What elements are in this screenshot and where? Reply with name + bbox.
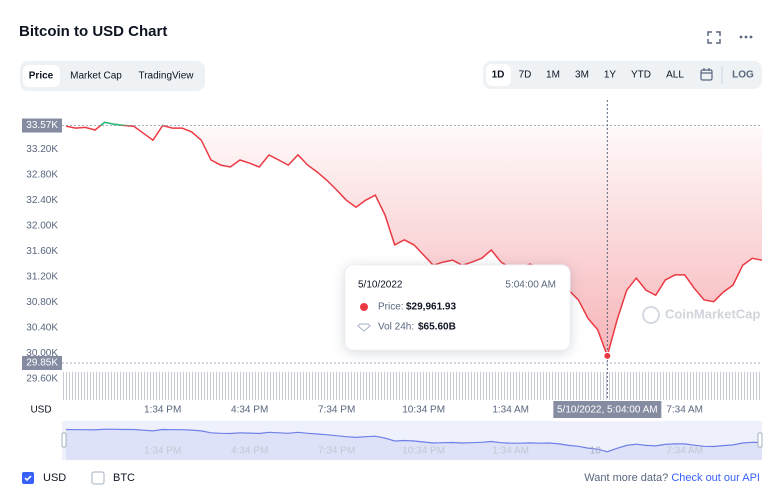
crosshair-label: 5/10/2022, 5:04:00 AM <box>557 405 658 416</box>
price-line <box>65 121 763 359</box>
navigator-handle[interactable] <box>61 432 67 448</box>
tab[interactable]: TradingView <box>138 71 194 82</box>
reference-label: 29.85K <box>26 358 58 369</box>
api-link[interactable]: Check out our API <box>671 472 760 484</box>
crosshair-label-bg <box>553 401 662 418</box>
area-fill <box>66 122 762 356</box>
range-button[interactable]: 1M <box>546 70 560 81</box>
tooltip-price: $29,961.93 <box>406 302 456 313</box>
range-button[interactable]: ALL <box>666 70 684 81</box>
watermark-text: CoinMarketCap <box>665 306 760 321</box>
tooltip-time: 5:04:00 AM <box>505 280 556 291</box>
hover-point <box>603 351 612 360</box>
navigator-area <box>66 429 762 460</box>
y-tick-label: 33.20K <box>26 144 58 155</box>
navigator-line <box>65 428 763 453</box>
navigator-tick-label: 7:34 AM <box>666 446 703 457</box>
tooltip-date: 5/10/2022 <box>358 280 403 291</box>
x-tick-label: 10:34 PM <box>402 405 445 416</box>
tab[interactable]: Price <box>29 71 54 82</box>
volume-bars <box>62 372 762 400</box>
tooltip-vol: $65.60B <box>418 322 456 333</box>
y-tick-label: 31.20K <box>26 271 58 282</box>
range-button[interactable]: 1D <box>492 70 505 81</box>
expand-icon[interactable] <box>707 31 721 44</box>
range-active <box>486 64 511 86</box>
y-tick-label: 30.00K <box>26 348 58 359</box>
tab-active <box>23 65 60 87</box>
navigator-handle[interactable] <box>757 432 763 448</box>
prompt: Want more data? <box>584 472 668 484</box>
currency-label: BTC <box>113 472 135 484</box>
reference-label: 33.57K <box>26 120 58 131</box>
title: Bitcoin to USD Chart <box>19 23 167 40</box>
tooltip-price-label: Price: <box>378 302 404 313</box>
tab-group <box>20 61 205 91</box>
x-tick-label: 7:34 AM <box>666 405 703 416</box>
range-button[interactable]: YTD <box>631 70 651 81</box>
x-tick-label: 4:34 PM <box>231 405 268 416</box>
range-group <box>483 61 762 89</box>
navigator-tick-label: 1:34 PM <box>144 446 181 457</box>
range-button[interactable]: 1Y <box>604 70 617 81</box>
x-tick-label: 1:34 AM <box>492 405 529 416</box>
x-tick-label: 7:34 PM <box>318 405 355 416</box>
range-button[interactable]: 3M <box>575 70 589 81</box>
checkbox-btc[interactable] <box>91 471 105 485</box>
navigator-marker: 10 <box>590 446 602 457</box>
range-button[interactable]: 7D <box>519 70 532 81</box>
more-icon[interactable] <box>739 35 753 39</box>
reference-label-bg <box>22 355 62 370</box>
y-tick-label: 31.60K <box>26 246 58 257</box>
y-tick-label: 29.60K <box>26 374 58 385</box>
x-tick-label: 1:34 PM <box>144 405 181 416</box>
y-tick-label: 30.80K <box>26 297 58 308</box>
navigator-tick-label: 1:34 AM <box>492 446 529 457</box>
log-toggle[interactable]: LOG <box>732 70 754 81</box>
y-tick-label: 32.80K <box>26 169 58 180</box>
navigator-tick-label: 7:34 PM <box>318 446 355 457</box>
navigator-tick-label: 4:34 PM <box>231 446 268 457</box>
currency-label: USD <box>43 472 66 484</box>
navigator-tick-label: 10:34 PM <box>402 446 445 457</box>
tab[interactable]: Market Cap <box>70 71 122 82</box>
api-prompt: Want more data? Check out our API <box>584 472 760 484</box>
tooltip: 5/10/2022 5:04:00 AM Price: $29,961.93 V… <box>344 264 571 351</box>
calendar-icon[interactable] <box>700 68 713 81</box>
y-tick-label: 32.00K <box>26 220 58 231</box>
tooltip-vol-label: Vol 24h: <box>378 322 414 333</box>
watermark: CoinMarketCap <box>642 306 760 324</box>
reference-label-bg <box>22 118 62 133</box>
y-tick-label: 32.40K <box>26 195 58 206</box>
y-tick-label: 30.40K <box>26 323 58 334</box>
y-unit: USD <box>30 405 51 416</box>
